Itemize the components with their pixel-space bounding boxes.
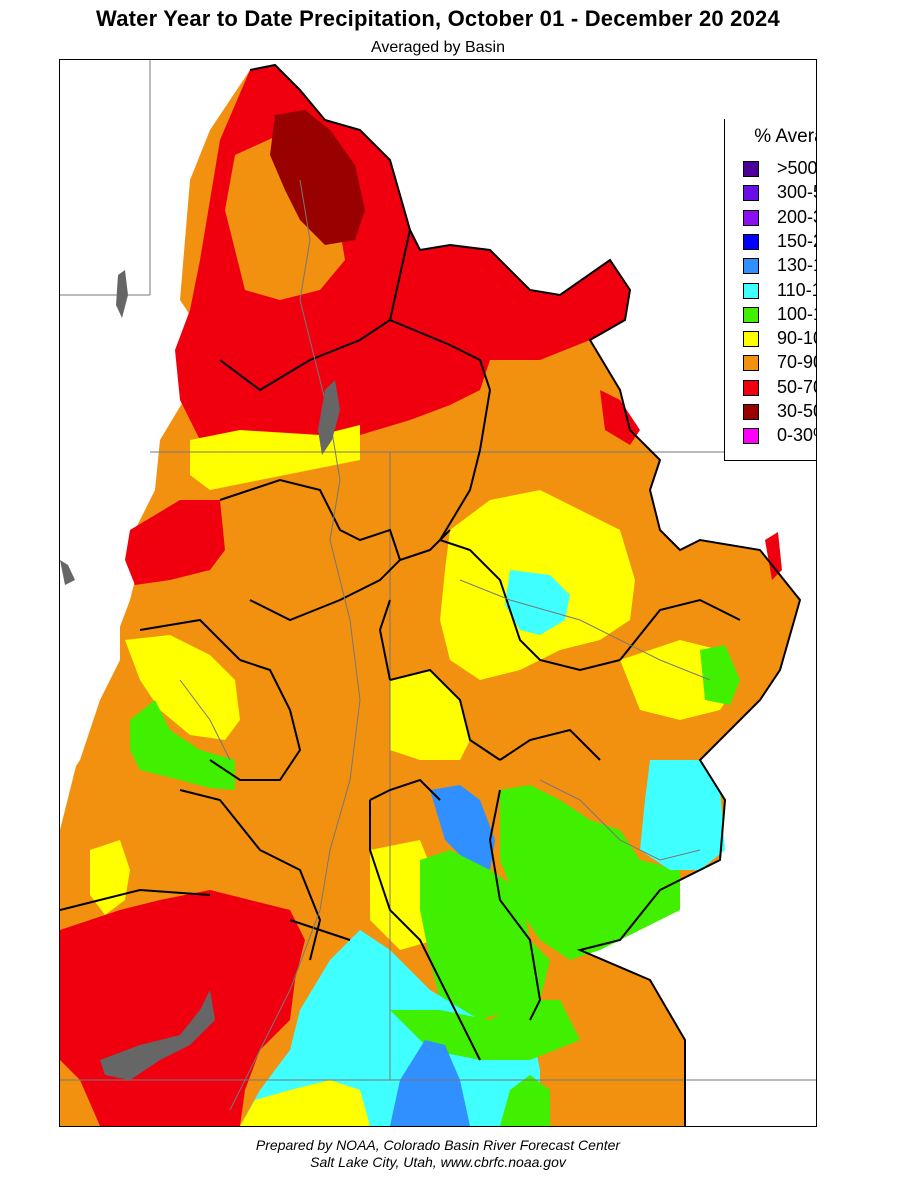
legend-swatch xyxy=(743,258,759,275)
legend-label: 150-200% xyxy=(777,230,816,251)
legend-title: % Average xyxy=(754,126,816,147)
legend-swatch xyxy=(743,379,759,396)
legend-swatch xyxy=(743,185,759,202)
legend-label: 30-50% xyxy=(777,401,816,421)
legend-swatch xyxy=(743,428,759,445)
region-90-100-southwest xyxy=(90,840,130,915)
lake-west-small xyxy=(60,560,75,585)
lake-powell xyxy=(100,990,215,1080)
legend-swatch xyxy=(743,161,759,177)
region-130-150-south xyxy=(390,1040,470,1126)
region-100-110-south-east-small xyxy=(500,1075,550,1126)
lake-reservoir-north xyxy=(318,380,340,455)
footer-location: Salt Lake City, Utah, www.cbrfc.noaa.gov xyxy=(310,1154,566,1170)
legend-label: 200-300% xyxy=(777,206,816,227)
legend-swatch xyxy=(743,404,759,420)
legend-swatch xyxy=(743,233,759,250)
legend-swatch xyxy=(743,355,759,372)
legend-swatch xyxy=(743,331,759,348)
footer-credit: Prepared by NOAA, Colorado Basin River F… xyxy=(255,1137,621,1153)
region-110-130-east xyxy=(640,760,725,870)
rivers xyxy=(179,179,711,1111)
legend: % Average >500% 300-500% 200-300% 150-200% 1… xyxy=(724,119,817,461)
basin-map-graphic xyxy=(60,60,816,1126)
lake-west xyxy=(116,270,128,318)
legend-label: 90-100% xyxy=(777,328,816,349)
legend-label: 300-500% xyxy=(777,182,816,203)
region-30-50-north xyxy=(270,110,365,245)
region-90-100-center xyxy=(390,670,470,760)
precipitation-map: % Average >500% 300-500% 200-300% 150-200% 1… xyxy=(59,59,817,1127)
region-50-70-west-mid xyxy=(125,500,225,585)
region-90-100-band xyxy=(190,425,360,490)
region-100-110-east xyxy=(700,645,740,705)
region-90-100-west xyxy=(125,635,240,740)
legend-swatch xyxy=(743,282,759,299)
map-subtitle: Averaged by Basin xyxy=(370,39,505,56)
legend-label: 0-30% xyxy=(777,425,816,446)
legend-swatch xyxy=(743,209,759,226)
legend-label: 50-70% xyxy=(777,376,816,397)
region-100-110-southeast xyxy=(500,785,680,960)
region-50-70-east-small xyxy=(765,532,782,580)
region-no-data-west-lower xyxy=(60,600,120,790)
legend-label: 130-150% xyxy=(777,255,816,276)
region-130-150-center xyxy=(430,785,495,870)
legend-swatch xyxy=(743,306,759,323)
basin-boundaries xyxy=(60,63,802,1126)
map-title: Water Year to Date Precipitation, Octobe… xyxy=(96,6,780,31)
legend-label: >500% xyxy=(777,158,817,178)
region-no-data-northeast xyxy=(625,280,710,380)
legend-label: 100-110% xyxy=(777,303,816,324)
legend-label: 110-130% xyxy=(777,279,816,300)
region-100-110-west xyxy=(130,700,235,790)
legend-label: 70-90% xyxy=(777,352,816,373)
region-no-data-west xyxy=(60,160,170,570)
region-110-130-center-east xyxy=(505,570,570,635)
region-90-100-south-left xyxy=(240,1080,370,1126)
